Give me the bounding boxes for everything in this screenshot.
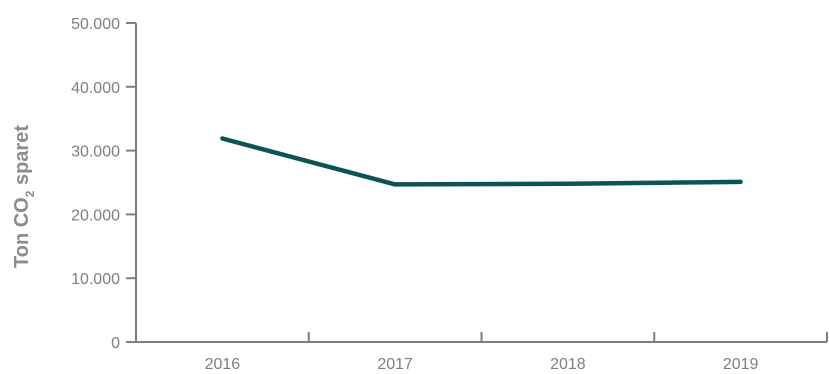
- x-axis-ticks: 2016 2017 2018 2019: [205, 332, 828, 373]
- y-tick-label: 30.000: [71, 144, 120, 161]
- x-tick-label: 2019: [723, 356, 759, 373]
- data-point: [392, 182, 398, 187]
- series-group: [220, 136, 743, 187]
- data-point: [565, 181, 571, 186]
- y-tick-label: 50.000: [71, 16, 120, 33]
- x-tick-label: 2018: [550, 356, 586, 373]
- y-axis-title-suffix: sparet: [11, 125, 33, 191]
- y-axis-title: Ton CO2 sparet: [11, 125, 37, 268]
- x-tick-label: 2016: [205, 356, 241, 373]
- data-point: [738, 179, 743, 185]
- y-axis-ticks: 0 10.000 20.000 30.000 40.000 50.000: [71, 16, 136, 352]
- y-axis-title-subscript: 2: [23, 190, 37, 197]
- x-tick-label: 2017: [377, 356, 413, 373]
- y-axis-title-prefix: Ton CO: [11, 197, 33, 268]
- y-tick-label: 0: [111, 335, 120, 352]
- series-line: [221, 136, 741, 187]
- y-tick-label: 40.000: [71, 80, 120, 97]
- data-point: [220, 136, 225, 141]
- y-tick-label: 10.000: [71, 271, 120, 288]
- y-tick-label: 20.000: [71, 207, 120, 224]
